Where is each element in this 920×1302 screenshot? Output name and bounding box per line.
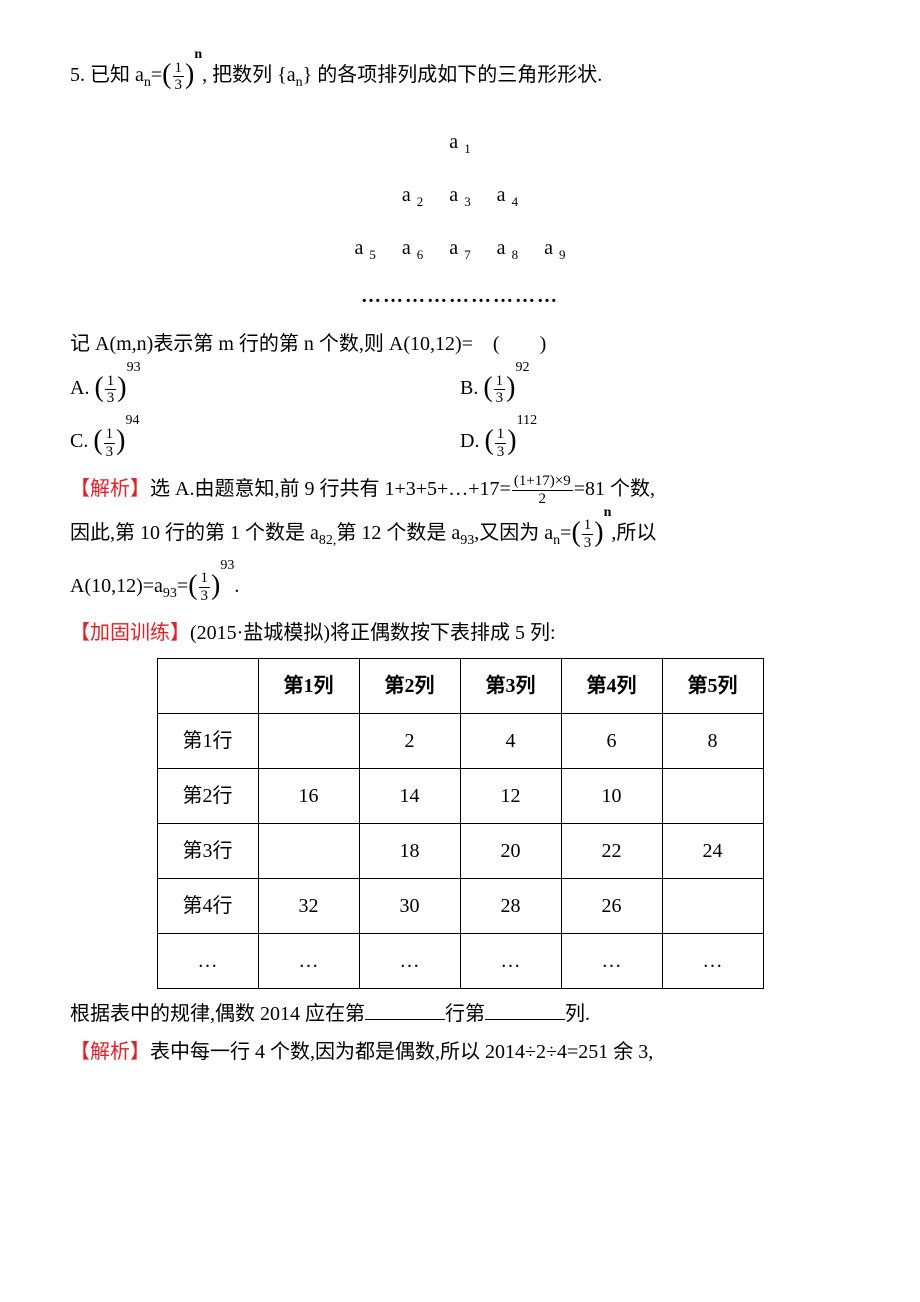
solution-block: 【解析】选 A.由题意知,前 9 行共有 1+3+5+…+17=(1+17)×9… — [70, 470, 850, 508]
opt-a-label: A. — [70, 377, 89, 399]
p5-eq: = — [151, 64, 162, 86]
triangle-row-3: a5 a6 a7 a8 a9 — [70, 229, 850, 268]
opt-b-exp: 92 — [516, 360, 530, 375]
triangle-row-1: a1 — [70, 123, 850, 162]
solution-line2: 因此,第 10 行的第 1 个数是 a82,第 12 个数是 a93,又因为 a… — [70, 508, 850, 561]
th-5: 第5列 — [662, 659, 763, 714]
sol-l3b: = — [177, 575, 188, 597]
table-row: 第4行 32 30 28 26 — [157, 879, 763, 934]
sol-l1b: =81 个数, — [574, 478, 655, 500]
table-row: 第1行 2 4 6 8 — [157, 714, 763, 769]
sol-sub82: 82, — [319, 533, 337, 548]
fill-pre: 根据表中的规律,偶数 2014 应在第 — [70, 1003, 365, 1025]
option-d: D. (13)112 — [460, 416, 850, 469]
triangle-dots: ……………………… — [70, 277, 850, 315]
p5-frac: 13 — [173, 60, 185, 94]
lparen: ( — [162, 48, 171, 101]
triangle-block: a1 a2 a3 a4 a5 a6 a7 a8 a9 ……………………… — [70, 123, 850, 315]
fill-post: 列. — [565, 1003, 590, 1025]
sol-power2: (13) — [571, 508, 603, 561]
table-body: 第1行 2 4 6 8 第2行 16 14 12 10 第3行 18 20 22… — [157, 714, 763, 989]
p5-power: (13) — [162, 50, 194, 103]
p5-mid-sub: n — [296, 75, 303, 90]
opt-d-power: (13) — [484, 416, 516, 469]
solution-tag: 【解析】 — [70, 478, 150, 500]
p5-mid: , 把数列 {a — [202, 64, 295, 86]
opt-d-exp: 112 — [517, 413, 537, 428]
opt-c-exp: 94 — [126, 413, 140, 428]
rparen: ) — [185, 48, 194, 101]
sol-l2a: 因此,第 10 行的第 1 个数是 a — [70, 522, 319, 544]
p5-suffix: } 的各项排列成如下的三角形形状. — [303, 64, 603, 86]
sol-sub93b: 93 — [163, 586, 177, 601]
sol-l3a: A(10,12)=a — [70, 575, 163, 597]
opt-c-label: C. — [70, 431, 88, 453]
extra-heading: 【加固训练】(2015·盐城模拟)将正偶数按下表排成 5 列: — [70, 614, 850, 652]
sol-l1a: 选 A.由题意知,前 9 行共有 1+3+5+…+17= — [150, 478, 511, 500]
sol-exp-n: n — [604, 505, 612, 520]
opt-d-label: D. — [460, 431, 479, 453]
table-row: … … … … … … — [157, 934, 763, 989]
th-3: 第3列 — [460, 659, 561, 714]
option-a: A. (13)93 — [70, 363, 460, 416]
th-4: 第4列 — [561, 659, 662, 714]
sol-l2d: = — [560, 522, 571, 544]
blank-col — [485, 999, 565, 1020]
extra-text: (2015·盐城模拟)将正偶数按下表排成 5 列: — [190, 622, 556, 644]
opt-b-power: (13) — [483, 363, 515, 416]
opt-c-power: (13) — [93, 416, 125, 469]
opt-a-power: (13) — [94, 363, 126, 416]
problem5-statement: 5. 已知 an=(13)n, 把数列 {an} 的各项排列成如下的三角形形状. — [70, 50, 850, 103]
sol-l3c: . — [234, 575, 239, 597]
blank-row — [365, 999, 445, 1020]
question-line: 记 A(m,n)表示第 m 行的第 n 个数,则 A(10,12)= ( ) — [70, 325, 850, 363]
th-0 — [157, 659, 258, 714]
option-b: B. (13)92 — [460, 363, 850, 416]
sol-exp93: 93 — [220, 558, 234, 573]
table-row: 第2行 16 14 12 10 — [157, 769, 763, 824]
p5-sub-n: n — [144, 75, 151, 90]
th-2: 第2列 — [359, 659, 460, 714]
sol-sub93: 93 — [460, 533, 474, 548]
table-header-row: 第1列 第2列 第3列 第4列 第5列 — [157, 659, 763, 714]
solution-line3: A(10,12)=a93=(13)93. — [70, 561, 850, 614]
opt-b-label: B. — [460, 377, 478, 399]
opt-a-exp: 93 — [127, 360, 141, 375]
even-number-table: 第1列 第2列 第3列 第4列 第5列 第1行 2 4 6 8 第2行 16 1… — [157, 658, 764, 989]
p5-prefix: 5. 已知 a — [70, 64, 144, 86]
table-row: 第3行 18 20 22 24 — [157, 824, 763, 879]
sol-power3: (13) — [188, 561, 220, 614]
fill-line: 根据表中的规律,偶数 2014 应在第 行第 列. — [70, 995, 850, 1033]
p5-frac-num: 1 — [173, 60, 185, 78]
option-c: C. (13)94 — [70, 416, 460, 469]
options-block: A. (13)93 B. (13)92 C. (13)94 D. (13)112 — [70, 363, 850, 469]
p5-frac-den: 3 — [173, 77, 185, 94]
sol-l2e: ,所以 — [611, 522, 656, 544]
triangle-row-2: a2 a3 a4 — [70, 176, 850, 215]
fill-mid: 行第 — [445, 1003, 485, 1025]
th-1: 第1列 — [258, 659, 359, 714]
extra-tag: 【加固训练】 — [70, 622, 190, 644]
solution2-text: 表中每一行 4 个数,因为都是偶数,所以 2014÷2÷4=251 余 3, — [150, 1041, 653, 1063]
solution2-block: 【解析】表中每一行 4 个数,因为都是偶数,所以 2014÷2÷4=251 余 … — [70, 1033, 850, 1071]
solution2-tag: 【解析】 — [70, 1041, 150, 1063]
p5-exp-n: n — [194, 47, 202, 62]
sol-frac1: (1+17)×92 — [512, 473, 573, 507]
sol-l2b: 第 12 个数是 a — [336, 522, 460, 544]
sol-l2c: ,又因为 a — [474, 522, 553, 544]
